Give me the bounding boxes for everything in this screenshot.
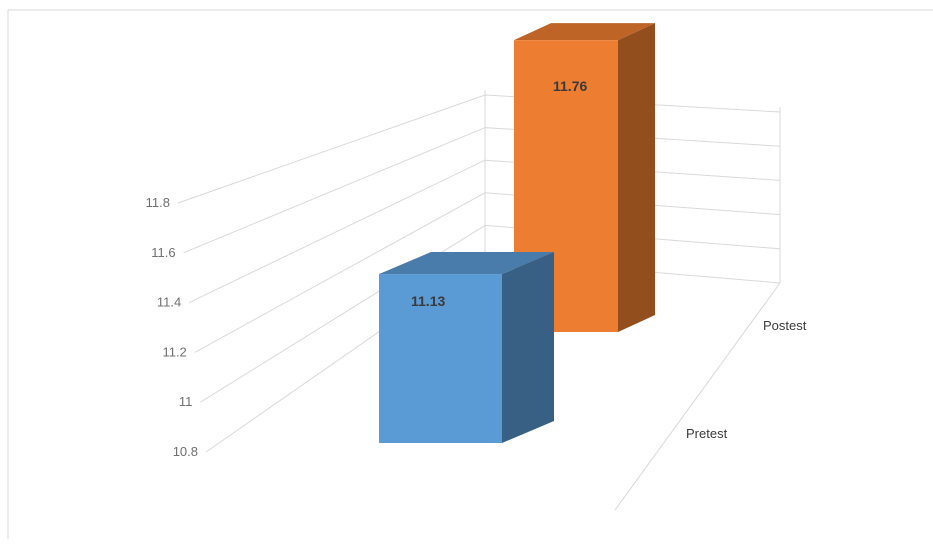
gridline	[183, 127, 781, 254]
bar-postest	[514, 23, 655, 332]
y-tick-label: 11.2	[162, 344, 186, 359]
bars	[379, 23, 655, 443]
y-tick-label: 11.6	[151, 245, 175, 260]
y-tick-label: 11.4	[157, 295, 181, 310]
bar-side-face	[618, 23, 655, 332]
y-axis-ticks: 10.8 11 11.2 11.4 11.6 11.8	[146, 195, 198, 459]
data-label-pretest: 11.13	[411, 293, 445, 309]
bar-pretest	[379, 252, 554, 443]
data-labels: 11.76 11.13	[411, 78, 587, 309]
depth-axis-line	[614, 282, 781, 511]
bar-side-face	[502, 252, 554, 443]
bar-front-face	[379, 274, 502, 443]
gridline	[177, 94, 781, 204]
category-label-postest: Postest	[763, 318, 807, 333]
y-tick-label: 11	[179, 394, 193, 409]
y-tick-label: 11.8	[146, 195, 170, 210]
bar-top-face	[514, 23, 655, 41]
y-tick-label: 10.8	[173, 444, 198, 459]
data-label-postest: 11.76	[553, 78, 587, 94]
category-labels: Pretest Postest	[686, 318, 807, 441]
category-label-pretest: Pretest	[686, 426, 728, 441]
bar-top-face	[379, 252, 554, 275]
